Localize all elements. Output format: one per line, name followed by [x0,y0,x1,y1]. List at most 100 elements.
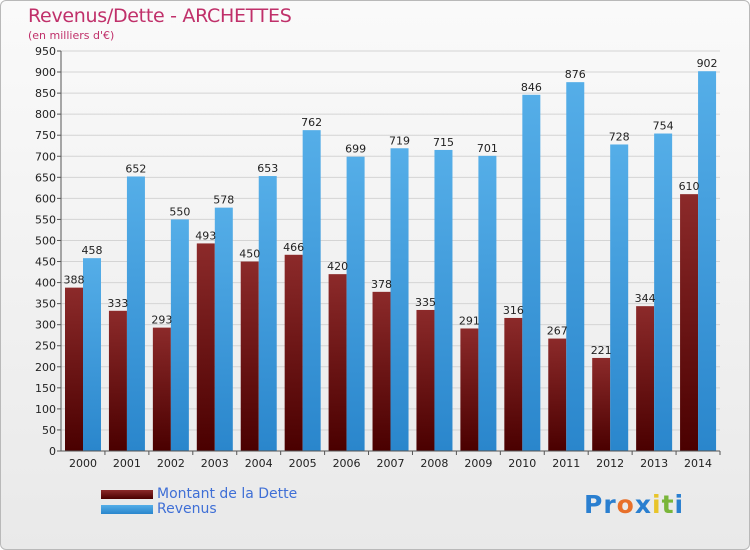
chart-subtitle: (en milliers d'€) [28,29,115,42]
bar-dette [372,291,391,451]
logo-letter: i [674,490,685,519]
data-label-revenus: 578 [213,194,234,207]
x-tick-label: 2005 [289,457,317,470]
bar-revenus [126,176,145,451]
bar-revenus [610,144,629,451]
y-tick-label: 800 [35,108,56,121]
data-label-revenus: 701 [477,142,498,155]
bar-revenus [214,207,233,451]
data-label-dette: 388 [64,274,85,287]
data-label-revenus: 715 [433,136,454,149]
x-tick-label: 2002 [157,457,185,470]
y-tick-label: 200 [35,361,56,374]
x-tick-label: 2008 [420,457,448,470]
x-tick-label: 2014 [684,457,712,470]
logo-letter: o [616,490,635,519]
logo-letter: r [603,490,617,519]
y-tick-label: 550 [35,213,56,226]
axes [60,51,720,452]
data-label-revenus: 653 [257,162,278,175]
bar-revenus [434,149,453,451]
y-tick-label: 0 [49,445,56,458]
bar-dette [504,317,523,451]
bar-revenus [346,156,365,451]
data-label-revenus: 876 [565,68,586,81]
data-labels: 388 458 333 652 293 550 493 578 450 653 466 762 420 6… [64,57,718,357]
bar-revenus [698,71,717,452]
data-label-dette: 378 [371,278,392,291]
x-tick-label: 2009 [464,457,492,470]
x-tick-label: 2004 [245,457,273,470]
x-tick-label: 2013 [640,457,668,470]
data-label-dette: 450 [239,248,260,261]
bar-revenus [522,94,541,451]
data-label-dette: 466 [283,241,304,254]
bars [65,71,717,452]
x-tick-label: 2001 [113,457,141,470]
data-label-revenus: 754 [653,120,674,133]
data-label-revenus: 550 [169,205,190,218]
data-label-revenus: 728 [609,130,630,143]
bar-dette [152,327,171,451]
y-tick-label: 300 [35,319,56,332]
data-label-revenus: 699 [345,143,366,156]
bar-dette [680,194,699,451]
x-tick-label: 2012 [596,457,624,470]
y-axis-ticks: 0 50 100 150 200 250 300 350 400 450 500 550 600 650 7… [35,45,61,458]
bar-dette [592,357,611,451]
data-label-revenus: 902 [697,57,718,70]
x-tick-label: 2006 [333,457,361,470]
y-tick-label: 250 [35,340,56,353]
bar-revenus [258,176,277,452]
legend-swatch-dette [101,490,153,499]
y-tick-label: 750 [35,129,56,142]
chart-title: Revenus/Dette - ARCHETTES [28,5,292,27]
y-tick-label: 350 [35,298,56,311]
bar-dette [416,309,435,451]
bar-revenus [170,219,189,451]
bar-dette [328,274,347,451]
data-label-dette: 221 [591,344,612,357]
data-label-dette: 293 [151,314,172,327]
bar-dette [284,254,303,451]
bar-revenus [654,133,673,452]
y-tick-label: 100 [35,403,56,416]
data-label-revenus: 846 [521,81,542,94]
y-tick-label: 650 [35,171,56,184]
bar-revenus [302,130,321,451]
x-tick-label: 2011 [552,457,580,470]
data-label-dette: 291 [459,314,480,327]
logo-letter: t [661,490,675,519]
bar-dette [108,310,127,451]
data-label-revenus: 719 [389,134,410,147]
proxiti-logo: Proxiti [584,490,684,519]
bar-dette [460,328,479,451]
logo-letter: i [652,490,662,519]
legend-label-revenus: Revenus [157,501,217,517]
x-tick-label: 2003 [201,457,229,470]
y-tick-label: 400 [35,277,56,290]
x-axis-ticks: 2000 2001 2002 2003 2004 2005 2006 2007 2008 2009… [69,451,721,470]
x-tick-label: 2010 [508,457,536,470]
y-tick-label: 600 [35,192,56,205]
bar-dette [548,338,567,451]
legend-label-dette: Montant de la Dette [157,486,298,502]
data-label-dette: 493 [195,229,216,242]
data-label-dette: 610 [679,180,700,193]
bar-dette [65,287,83,451]
data-label-dette: 333 [107,297,128,310]
data-label-revenus: 762 [301,116,322,129]
data-label-dette: 316 [503,304,524,317]
data-label-revenus: 652 [125,162,146,175]
data-label-dette: 344 [635,292,656,305]
x-tick-label: 2007 [377,457,405,470]
y-tick-label: 700 [35,150,56,163]
data-label-revenus: 458 [82,244,103,257]
y-tick-label: 950 [35,45,56,58]
data-label-dette: 267 [547,325,568,338]
bar-revenus [478,155,497,451]
logo-letter: x [634,490,652,519]
y-tick-label: 50 [42,424,56,437]
